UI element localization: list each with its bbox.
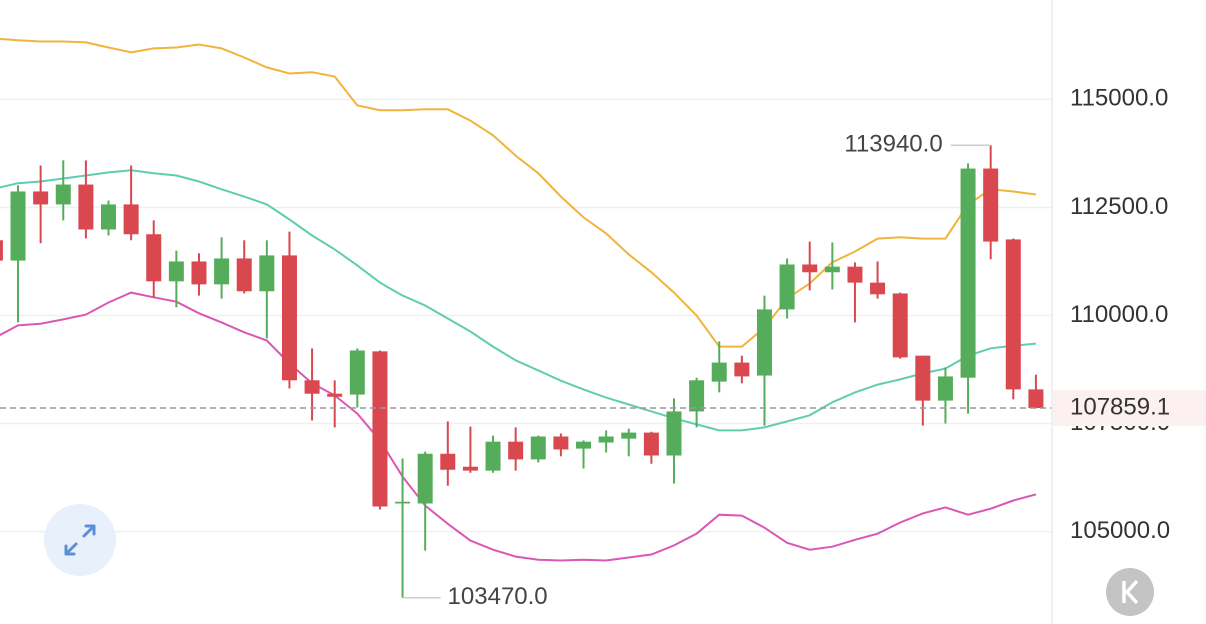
last-price-label: 107859.1	[1070, 393, 1170, 420]
candle-body	[146, 234, 162, 282]
candle-body	[960, 168, 976, 378]
y-tick-label: 105000.0	[1070, 517, 1170, 544]
k-icon[interactable]	[1122, 579, 1139, 605]
candle-body	[462, 466, 478, 471]
candle-body	[711, 362, 727, 382]
candle-body	[281, 255, 297, 381]
y-tick-label: 110000.0	[1070, 301, 1168, 328]
grid	[0, 98, 1052, 533]
band-line	[0, 169, 1036, 432]
candle-body	[78, 184, 94, 230]
candle-body	[892, 293, 908, 358]
min-marker-label: 103470.0	[448, 583, 548, 610]
candle-body	[530, 436, 546, 460]
candle-body	[101, 204, 116, 230]
candle-body	[55, 184, 71, 205]
plot-area: 113940.0 103470.0	[0, 37, 1052, 610]
candle-body	[847, 266, 863, 283]
candle-body	[168, 261, 184, 282]
candle-body	[327, 393, 343, 397]
candle-body	[395, 501, 411, 504]
candle-body	[349, 350, 365, 395]
candle-body	[983, 168, 999, 242]
candle-body	[802, 264, 818, 273]
candle-body	[779, 264, 795, 310]
candle-body	[824, 266, 840, 273]
candle-body	[1028, 389, 1044, 409]
candle-body	[440, 453, 456, 470]
max-marker-label: 113940.0	[844, 131, 942, 158]
k-circle[interactable]	[1106, 568, 1154, 616]
candle-body	[870, 282, 886, 295]
candle-body	[191, 261, 207, 285]
candle-body	[214, 258, 230, 285]
candle-body	[123, 204, 139, 235]
price-axis: 105000.0107500.0110000.0112500.0115000.0…	[1053, 85, 1206, 544]
band-line	[0, 291, 1037, 562]
expand-icon[interactable]	[64, 524, 96, 556]
last-price-box	[1053, 390, 1206, 427]
candle-body	[259, 255, 275, 292]
candle-body	[508, 441, 524, 460]
candle-body	[236, 258, 252, 292]
expand-button[interactable]	[44, 504, 116, 576]
candle-body	[643, 432, 659, 456]
candle-body	[937, 376, 953, 401]
k-button[interactable]	[1106, 568, 1154, 616]
candle-body	[915, 355, 931, 401]
y-tick-label: 115000.0	[1070, 85, 1168, 112]
band-line	[0, 37, 1037, 348]
candle-body	[756, 309, 772, 376]
candle-body	[33, 191, 49, 205]
candle-body	[10, 191, 26, 261]
candle-body	[304, 380, 320, 394]
candle-body	[689, 380, 705, 412]
expand-circle[interactable]	[44, 504, 116, 576]
candle-body	[576, 441, 592, 449]
candle-body	[734, 362, 750, 377]
candle-body	[553, 436, 569, 450]
candle-body	[666, 411, 682, 456]
candle-body	[372, 351, 388, 507]
candle-body	[621, 432, 637, 439]
y-tick-label: 112500.0	[1070, 193, 1168, 220]
candle-body	[598, 436, 614, 443]
candle-body	[485, 441, 501, 471]
candle-body	[1005, 239, 1021, 390]
candle-body	[0, 240, 3, 261]
candle-body	[417, 453, 433, 504]
